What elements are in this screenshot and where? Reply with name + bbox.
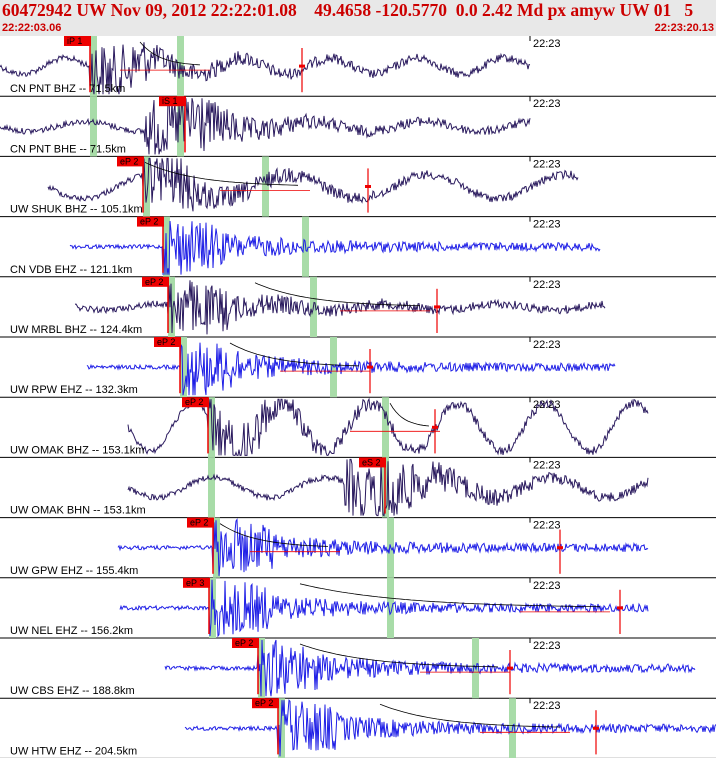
end-time: 22:23:20.13 — [654, 22, 714, 34]
waveform-trace — [164, 639, 696, 697]
p-window — [90, 96, 97, 157]
station-label: UW OMAK BHN -- 153.1km — [10, 505, 146, 517]
waveform-trace — [74, 280, 606, 335]
p-window — [90, 36, 97, 97]
s-pick-label: iS 1 — [162, 96, 178, 106]
p-pick-flag — [183, 577, 210, 588]
waveform-trace — [0, 97, 531, 155]
p-pick-flag — [142, 276, 169, 287]
coda-curve — [254, 282, 421, 307]
p-pick-flag — [117, 156, 144, 167]
p-pick-label: eP 3 — [186, 578, 204, 588]
minute-label: 22:23 — [533, 640, 561, 652]
coda-curve — [144, 162, 299, 186]
p-pick-label: eP 2 — [185, 397, 203, 407]
waveform-trace — [69, 220, 601, 275]
waveform-trace — [86, 342, 616, 396]
s-pick-label: eS 2 — [362, 457, 381, 467]
minute-label: 22:23 — [533, 459, 561, 471]
station-label: UW OMAK BHZ -- 153.1km — [10, 444, 144, 456]
p-pick-flag — [154, 337, 181, 347]
waveform-trace — [127, 458, 649, 517]
minute-label: 22:23 — [533, 219, 561, 231]
p-pick-label: iP 1 — [67, 36, 82, 46]
minute-label: 22:23 — [533, 38, 561, 50]
p-pick-flag — [137, 216, 164, 227]
p-window — [180, 337, 187, 398]
coda-curve — [139, 41, 201, 66]
s-window — [262, 156, 269, 217]
s-window — [382, 397, 389, 458]
start-time: 22:22:03.06 — [2, 22, 62, 34]
station-label: CN PNT BHE -- 71.5km — [10, 143, 126, 155]
s-pick-flag — [359, 457, 386, 468]
station-label: UW HTW EHZ -- 204.5km — [10, 745, 137, 757]
coda-curve — [229, 342, 360, 367]
waveform-trace — [117, 518, 649, 576]
waveform-trace — [47, 157, 579, 212]
station-label: UW NEL EHZ -- 156.2km — [10, 625, 133, 637]
coda-curve — [219, 523, 329, 547]
p-window — [208, 457, 215, 518]
p-window — [143, 156, 150, 217]
s-window — [177, 96, 184, 157]
station-label: UW CBS EHZ -- 188.8km — [10, 685, 135, 697]
p-pick-flag — [232, 638, 259, 648]
p-window — [278, 698, 285, 758]
coda-curve — [299, 643, 499, 668]
event-header: 60472942 UW Nov 09, 2012 22:22:01.08 49.… — [0, 0, 716, 36]
p-pick-flag — [64, 36, 91, 46]
p-pick-flag — [182, 397, 209, 408]
p-pick-flag — [187, 517, 214, 528]
minute-label: 22:23 — [533, 98, 561, 110]
station-label: UW RPW EHZ -- 132.3km — [10, 384, 138, 396]
coda-curve — [299, 583, 600, 608]
minute-label: 22:23 — [533, 158, 561, 170]
event-title: 60472942 UW Nov 09, 2012 22:22:01.08 49.… — [2, 0, 694, 20]
minute-label: 22:23 — [533, 580, 561, 592]
station-label: UW MRBL BHZ -- 124.4km — [10, 324, 142, 336]
p-pick-label: eP 2 — [120, 156, 138, 166]
p-pick-flag — [252, 698, 279, 709]
p-pick-label: eP 2 — [190, 518, 208, 528]
minute-label: 22:23 — [533, 339, 561, 351]
p-pick-label: eP 2 — [157, 337, 175, 347]
minute-label: 22:23 — [533, 279, 561, 291]
station-label: UW SHUK BHZ -- 105.1km — [10, 204, 143, 216]
minute-label: 22:23 — [533, 520, 561, 532]
station-label: UW GPW EHZ -- 155.4km — [10, 565, 138, 577]
p-pick-label: eP 2 — [255, 698, 273, 708]
station-label: CN VDB EHZ -- 121.1km — [10, 264, 132, 276]
coda-curve — [389, 402, 430, 427]
minute-label: 22:23 — [533, 700, 561, 712]
coda-curve — [379, 703, 561, 728]
p-pick-label: eP 2 — [140, 217, 158, 227]
waveform-trace — [0, 42, 531, 95]
s-pick-flag — [159, 96, 186, 107]
p-pick-label: eP 2 — [145, 277, 163, 287]
waveform-trace — [184, 699, 716, 757]
p-pick-label: eP 2 — [235, 638, 253, 648]
station-label: CN PNT BHZ -- 71.5km — [10, 83, 125, 95]
waveform-trace — [119, 579, 649, 638]
s-window — [387, 577, 394, 638]
waveform-trace — [127, 397, 649, 456]
